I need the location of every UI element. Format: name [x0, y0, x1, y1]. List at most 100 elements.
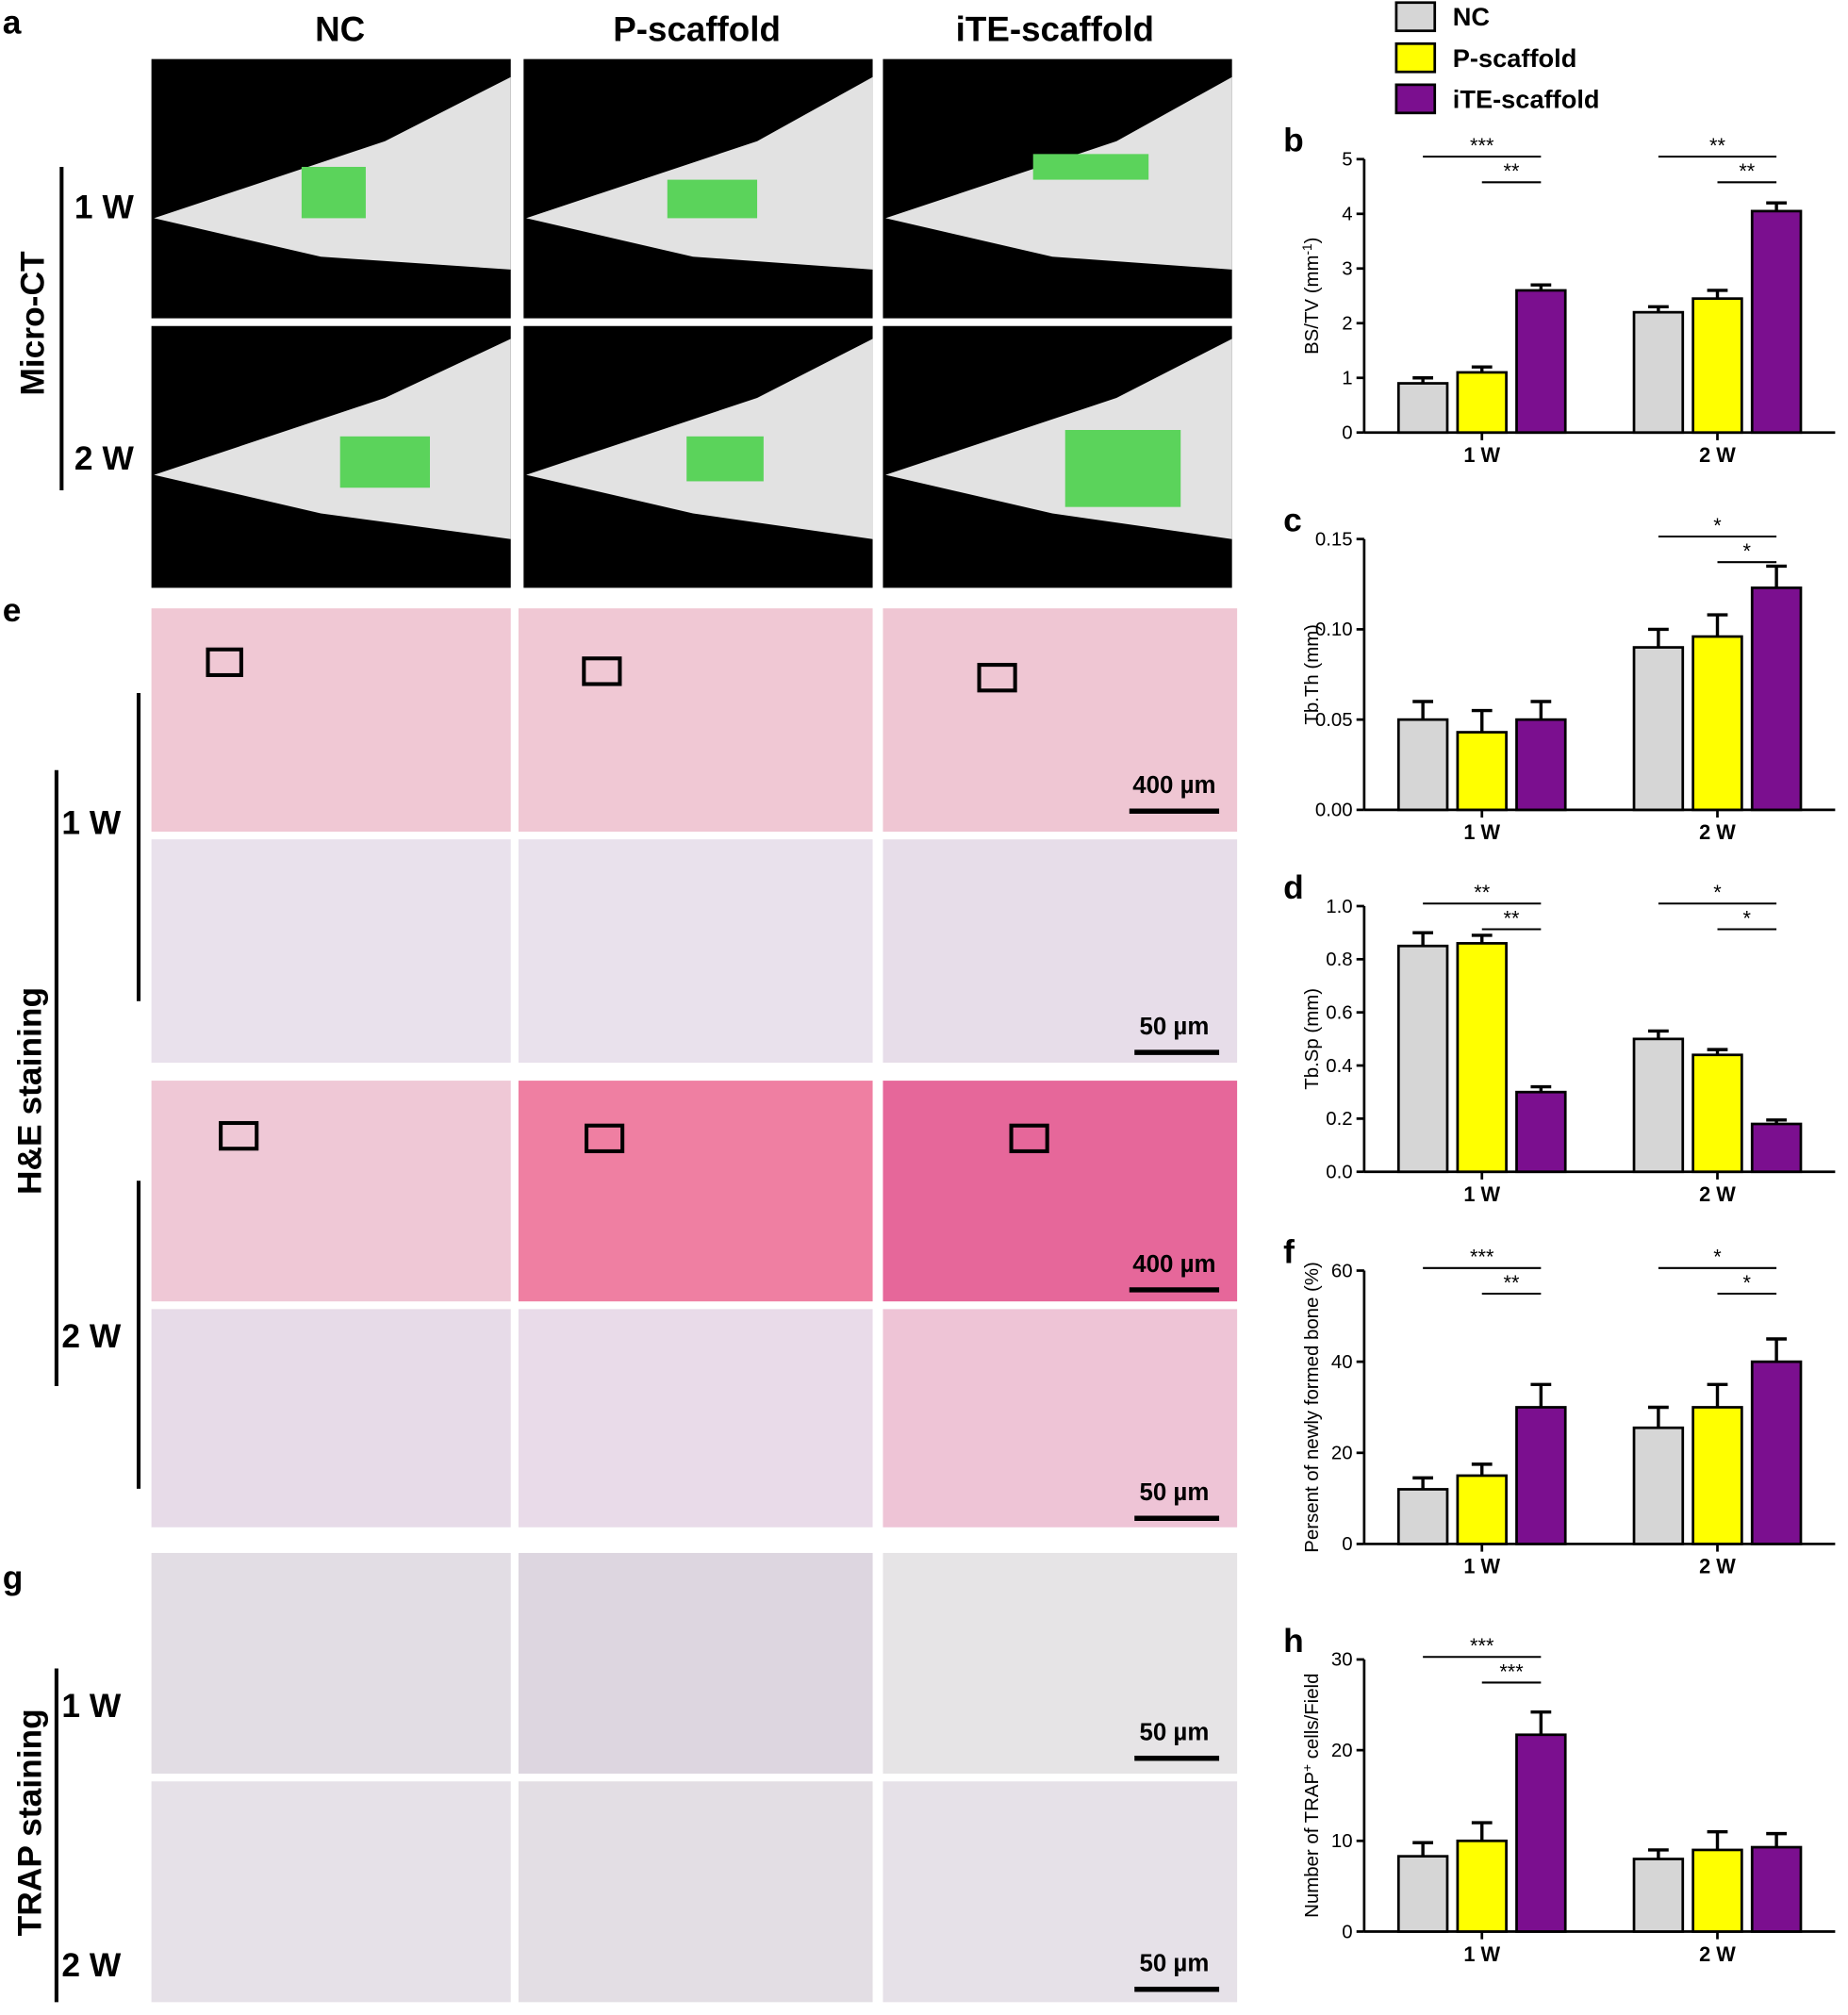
y-tick-label: 0.05: [1315, 710, 1353, 731]
significance-label: **: [1709, 134, 1725, 157]
y-axis-label-part: Tb.Sp (mm): [1302, 988, 1323, 1090]
y-tick-label: 20: [1331, 1444, 1353, 1464]
scale-bar-label: 50 µm: [1139, 1720, 1209, 1746]
x-tick-label: 2 W: [1699, 1182, 1736, 1206]
significance-label: **: [1504, 159, 1520, 183]
y-axis-label: Tb.Th (mm): [1302, 624, 1323, 725]
legend-swatch: [1394, 83, 1437, 115]
y-tick-label: 60: [1331, 1261, 1353, 1281]
y-tick-label: 0: [1342, 1922, 1352, 1942]
column-header: NC: [315, 10, 365, 49]
bar: [1515, 1733, 1567, 1933]
y-tick-label: 5: [1342, 150, 1352, 171]
bar: [1396, 382, 1449, 435]
y-tick-label: 0.00: [1315, 801, 1353, 821]
y-tick-label: 4: [1342, 205, 1352, 225]
bar: [1750, 586, 1803, 812]
bar: [1456, 731, 1508, 812]
y-axis-label: Tb.Sp (mm): [1302, 988, 1323, 1090]
panel-label: f: [1283, 1233, 1295, 1270]
y-tick-label: 20: [1331, 1741, 1353, 1761]
significance-label: *: [1713, 514, 1722, 537]
bar: [1396, 718, 1449, 812]
significance-label: *: [1713, 1246, 1722, 1269]
x-tick-label: 2 W: [1699, 1555, 1736, 1578]
y-axis-label-part: Tb.Th (mm): [1302, 624, 1323, 725]
scale-bar-label: 50 µm: [1139, 1014, 1209, 1040]
bar: [1632, 1037, 1685, 1174]
x-tick-label: 2 W: [1699, 820, 1736, 844]
bar: [1515, 718, 1567, 812]
bar: [1750, 209, 1803, 435]
legend-swatch: [1394, 41, 1437, 74]
y-tick-label: 0: [1342, 423, 1352, 444]
image-panels: [54, 58, 1238, 2003]
significance-label: ***: [1470, 1246, 1494, 1269]
panel-label: a: [3, 4, 22, 41]
bar: [1396, 944, 1449, 1174]
panel-label: b: [1283, 123, 1304, 159]
x-tick-label: 1 W: [1463, 820, 1500, 844]
y-tick-label: 1: [1342, 369, 1352, 389]
group-label: Micro-CT: [14, 251, 51, 396]
y-tick-label: 0.15: [1315, 530, 1353, 551]
y-axis-label-part: -1: [1299, 243, 1313, 255]
y-tick-label: 0.0: [1326, 1163, 1352, 1183]
column-header: iTE-scaffold: [956, 10, 1154, 49]
row-label: 1 W: [61, 1688, 122, 1725]
scale-bar-label: 50 µm: [1139, 1479, 1209, 1506]
y-axis-label-part: BS/TV (mm: [1302, 255, 1323, 354]
x-tick-label: 1 W: [1463, 1555, 1500, 1578]
x-tick-label: 2 W: [1699, 443, 1736, 467]
bar: [1691, 635, 1743, 812]
scale-bar-label: 400 µm: [1132, 772, 1215, 799]
y-tick-label: 2: [1342, 314, 1352, 335]
y-tick-label: 0.4: [1326, 1056, 1352, 1077]
y-axis-label-part: Persent of newly formed bone (%): [1302, 1262, 1323, 1553]
panel-label: d: [1283, 869, 1304, 906]
y-tick-label: 30: [1331, 1650, 1353, 1671]
bar: [1396, 1488, 1449, 1545]
y-tick-label: 0.10: [1315, 619, 1353, 640]
y-axis-label: BS/TV (mm-1): [1299, 238, 1323, 355]
scale-bar-label: 50 µm: [1139, 1951, 1209, 1977]
column-header: P-scaffold: [613, 10, 781, 49]
bar: [1515, 1406, 1567, 1545]
significance-label: **: [1504, 1271, 1520, 1295]
bar: [1691, 1848, 1743, 1933]
y-axis-label: Number of TRAP+ cells/Field: [1299, 1674, 1323, 1918]
panel-label: g: [3, 1560, 24, 1596]
y-tick-label: 1.0: [1326, 897, 1352, 917]
y-axis-label-part: Number of TRAP: [1302, 1772, 1323, 1918]
bar: [1750, 1122, 1803, 1174]
significance-label: **: [1504, 906, 1520, 930]
bar: [1456, 942, 1508, 1174]
row-label: 2 W: [61, 1318, 122, 1355]
y-tick-label: 3: [1342, 259, 1352, 280]
legend-label: iTE-scaffold: [1453, 84, 1600, 113]
legend-label: NC: [1453, 2, 1490, 31]
panel-label: c: [1283, 503, 1302, 539]
bar: [1691, 1053, 1743, 1174]
bar: [1515, 289, 1567, 435]
y-tick-label: 0.8: [1326, 950, 1352, 970]
significance-label: *: [1743, 1271, 1752, 1295]
x-tick-label: 1 W: [1463, 1182, 1500, 1206]
significance-label: *: [1713, 881, 1722, 904]
significance-label: **: [1474, 881, 1490, 904]
panel-label: e: [3, 592, 22, 629]
y-axis-label-part: cells/Field: [1302, 1674, 1323, 1764]
scale-bar-label: 400 µm: [1132, 1251, 1215, 1278]
row-label: 1 W: [74, 189, 135, 225]
bar: [1691, 297, 1743, 435]
row-label: 2 W: [74, 440, 135, 477]
y-tick-label: 0.6: [1326, 1002, 1352, 1023]
bar: [1691, 1406, 1743, 1545]
y-tick-label: 40: [1331, 1352, 1353, 1373]
bar: [1456, 371, 1508, 435]
row-label: 1 W: [61, 805, 122, 842]
panel-label: h: [1283, 1623, 1304, 1660]
legend-swatch: [1394, 1, 1437, 33]
bar: [1750, 1845, 1803, 1933]
